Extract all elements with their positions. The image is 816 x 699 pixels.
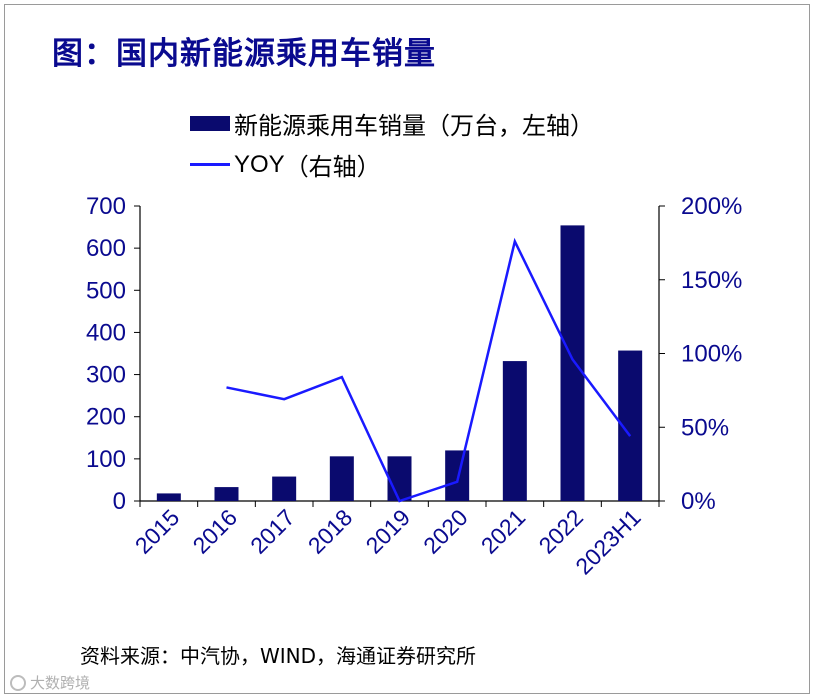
x-axis-tick-label: 2020	[418, 504, 473, 559]
left-axis-tick-label: 400	[86, 319, 126, 346]
left-axis-tick-label: 300	[86, 362, 126, 389]
bar-2015	[156, 493, 181, 501]
bar-2021	[502, 361, 527, 501]
left-axis-tick-label: 0	[113, 488, 126, 515]
watermark-logo-icon	[10, 674, 26, 691]
bar-2018	[329, 456, 354, 501]
x-axis-tick-label: 2018	[303, 504, 358, 559]
chart-frame	[4, 4, 810, 694]
yoy-line	[226, 237, 632, 503]
legend-entry-yoy: YOY （右轴）	[190, 147, 381, 182]
chart-title: 图：国内新能源乘用车销量	[52, 36, 436, 72]
right-axis-tick-label: 200%	[681, 193, 742, 220]
x-axis-tick-label: 2019	[360, 504, 415, 559]
legend-bar-label: 新能源乘用车销量（万台，左轴）	[234, 112, 594, 140]
right-axis-tick-label: 100%	[681, 341, 742, 368]
legend-line-swatch	[190, 163, 230, 166]
x-axis-tick-label: 2015	[130, 504, 185, 559]
left-axis-tick-label: 500	[86, 277, 126, 304]
x-axis-tick-label: 2016	[187, 504, 242, 559]
right-axis-tick-label: 50%	[681, 414, 729, 441]
left-axis-tick-label: 200	[86, 404, 126, 431]
bar-2016	[214, 487, 239, 501]
source-note: 资料来源：中汽协，WIND，海通证券研究所	[80, 644, 477, 668]
watermark: 大数跨境	[10, 672, 90, 693]
x-axis-tick-label: 2017	[245, 504, 300, 559]
legend-entry-sales: 新能源乘用车销量（万台，左轴）	[190, 106, 594, 141]
x-axis-tick-label: 2021	[476, 504, 531, 559]
legend-line-label-yoy: YOY	[234, 150, 285, 178]
left-axis-tick-label: 100	[86, 446, 126, 473]
legend-bar-swatch	[190, 116, 230, 131]
right-axis-tick-label: 0%	[681, 488, 716, 515]
bar-2022	[560, 225, 585, 501]
x-axis-tick-label: 2023H1	[570, 504, 645, 579]
bar-2019	[387, 456, 412, 501]
legend-line-label-suffix: （右轴）	[284, 153, 381, 181]
left-axis-tick-label: 700	[86, 193, 126, 220]
bar-2017	[272, 476, 297, 501]
right-axis-tick-label: 150%	[681, 267, 742, 294]
watermark-text: 大数跨境	[30, 674, 91, 692]
left-axis-tick-label: 600	[86, 235, 126, 262]
bar-2020	[445, 450, 470, 501]
